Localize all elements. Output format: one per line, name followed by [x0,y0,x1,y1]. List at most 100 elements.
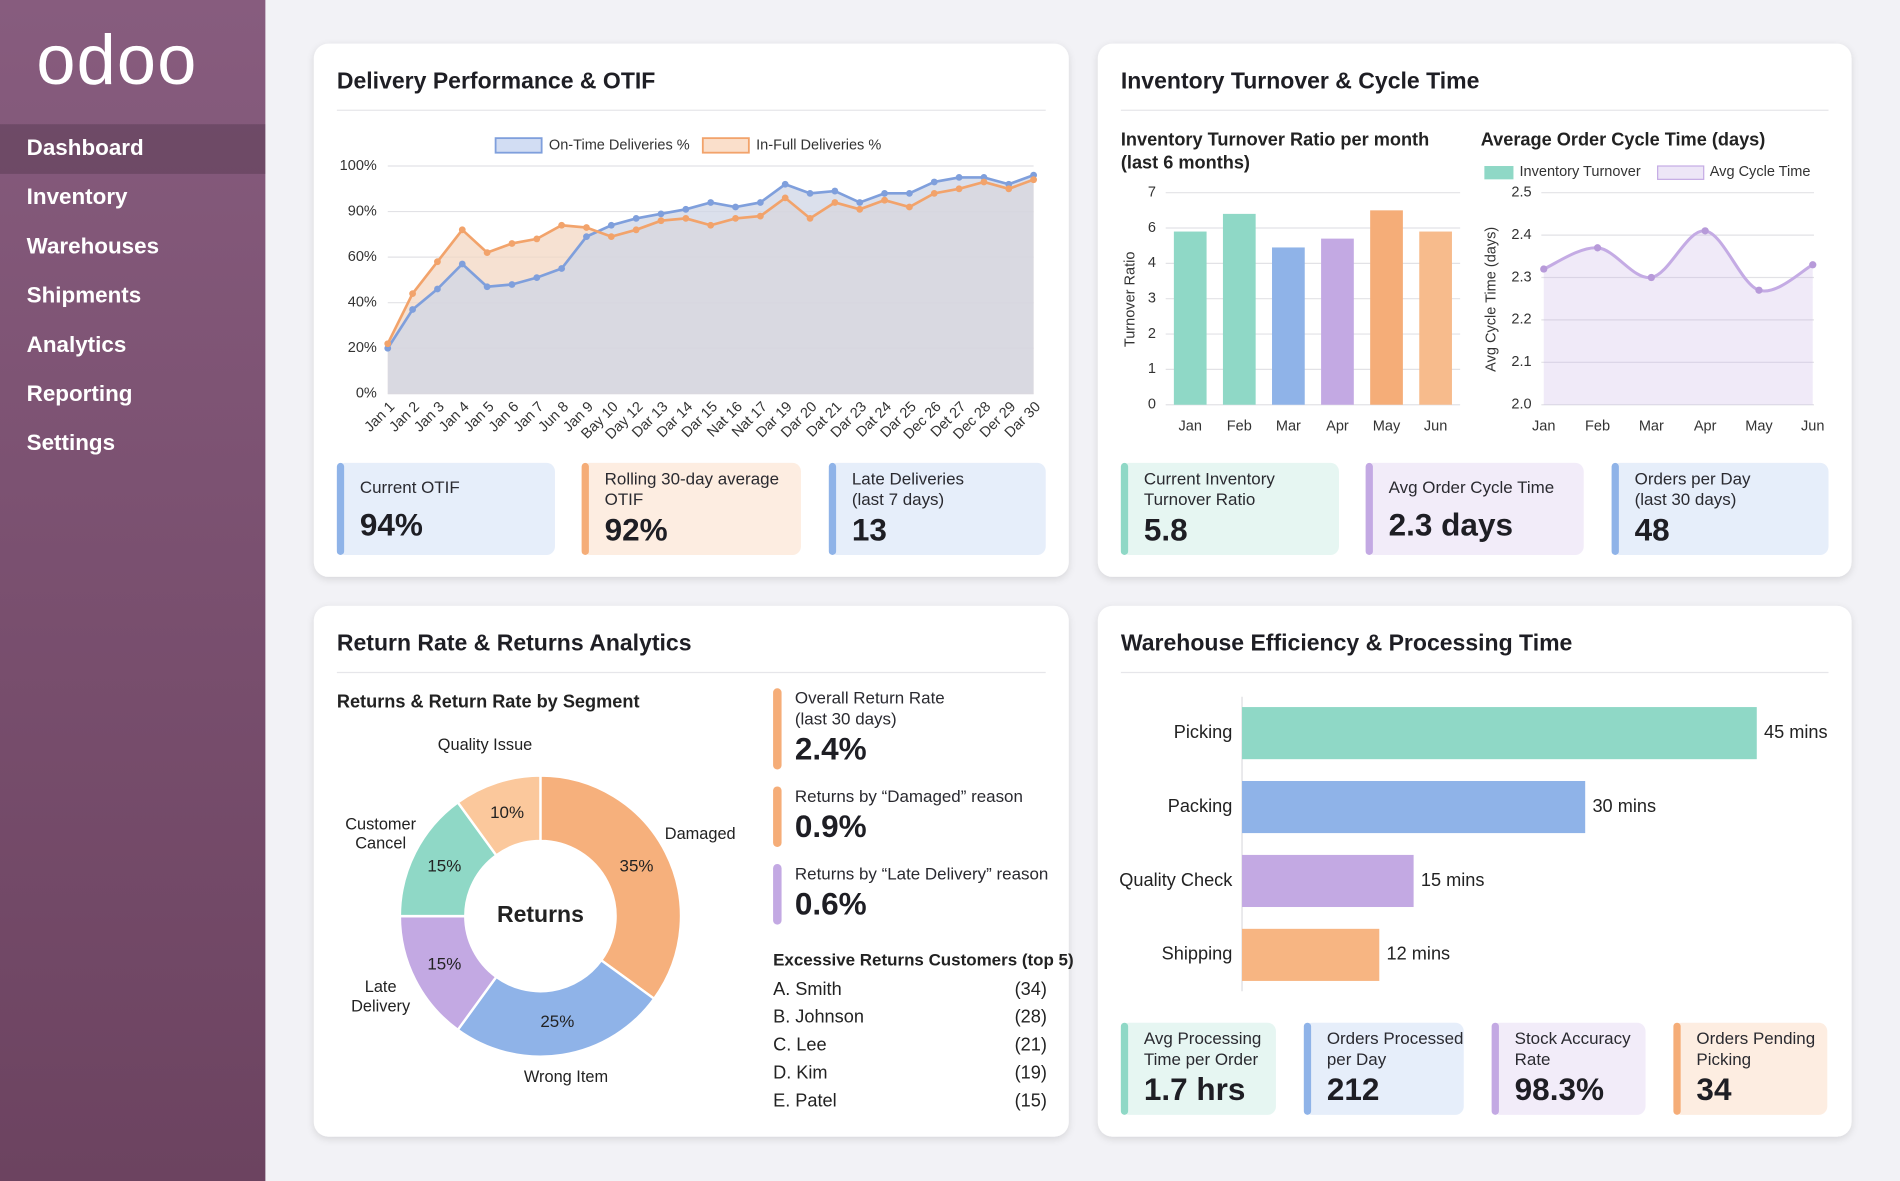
point [409,290,416,297]
y-axis-title: Avg Cycle Time (days) [1483,227,1499,372]
stat-value: 0.6% [795,886,867,922]
kpi-card [581,462,801,555]
slice-category: Customer [345,815,416,833]
kpi-accent [1120,1022,1129,1115]
kpi-value: 94% [360,506,423,542]
kpi-card [1120,1022,1276,1115]
point [1593,244,1602,252]
point [1647,273,1655,282]
kpi-card [336,462,555,555]
kpi-accent [1673,1022,1681,1115]
stat-label: Overall Return Rate [795,689,945,708]
kpi-value: 48 [1635,511,1670,547]
kpi-accent [1491,1022,1499,1115]
kpi-label: OTIF [605,490,644,509]
bar [1272,247,1305,405]
kpi-accent [828,462,837,555]
y-tick-label: 20% [348,340,377,356]
point [781,180,789,188]
y-tick-label: 1 [1148,361,1156,377]
point [508,240,516,247]
panel-title: Return Rate & Returns Analytics [337,630,692,656]
point [607,221,615,229]
kpi-label: Orders per Day [1635,469,1751,488]
slice-label: 25% [540,1012,574,1031]
point [558,265,566,272]
x-tick-label: Apr [1326,418,1349,434]
y-tick-label: 40% [348,295,377,311]
logo: odoo [36,20,197,99]
legend-label: Avg Cycle Time [1710,164,1811,180]
menu-item[interactable]: Dashboard [27,135,144,160]
kpi-card [1303,1022,1464,1115]
point [657,217,665,225]
point [1701,227,1709,235]
point [906,203,913,211]
x-tick-label: May [1373,418,1401,434]
point [955,185,963,193]
menu-item[interactable]: Warehouses [27,233,159,258]
point [682,215,690,222]
stat-value: 2.4% [795,731,867,767]
slice-label: 15% [427,955,461,974]
stat-accent [773,863,782,925]
kpi-card [1365,462,1584,555]
point [756,212,764,220]
point [458,260,466,268]
menu-item[interactable]: Analytics [27,332,127,357]
kpi-accent [1365,462,1373,555]
x-tick-label: May [1745,418,1773,434]
point [781,194,789,202]
bar [1242,707,1757,760]
sidebar [0,0,266,1181]
kpi-value: 1.7 hrs [1144,1071,1246,1107]
slice-category: Wrong Item [524,1068,608,1086]
kpi-accent [336,462,345,555]
y-tick-label: 2.4 [1511,227,1531,243]
point [508,281,516,288]
panel-title: Inventory Turnover & Cycle Time [1121,67,1480,93]
point [1809,261,1817,269]
value-label: 30 mins [1592,796,1656,816]
point [483,283,491,291]
point [409,306,416,313]
donut-slice [456,774,542,858]
x-tick-label: Jan [1532,418,1555,434]
menu-item[interactable]: Reporting [27,381,133,406]
stat-accent [773,786,782,848]
menu-item[interactable]: Inventory [27,184,128,209]
point [1005,185,1013,193]
chart-title: Average Order Cycle Time (days) [1481,129,1766,149]
point [657,210,665,218]
kpi-label: Rate [1515,1050,1551,1069]
kpi-value: 13 [852,511,887,547]
slice-label: 15% [427,857,461,876]
y-tick-label: 2.2 [1511,312,1531,328]
y-tick-label: 7 [1148,185,1156,201]
legend-label: Inventory Turnover [1520,164,1641,180]
slice-category: Late [365,978,397,996]
customer-name: D. Kim [773,1062,827,1082]
kpi-value: 212 [1327,1071,1380,1107]
bar [1173,231,1207,405]
y-tick-label: 6 [1148,220,1156,236]
x-tick-label: Feb [1585,418,1610,434]
point [434,258,441,266]
kpi-accent [1611,462,1619,555]
point [1540,265,1548,273]
value-label: 45 mins [1764,722,1828,742]
customer-count: (15) [1015,1090,1047,1110]
slice-category: Delivery [351,998,411,1016]
point [682,205,690,213]
series-area [1543,230,1813,405]
menu-item[interactable]: Shipments [27,283,142,308]
point [583,224,590,231]
value-label: 12 mins [1387,944,1451,964]
kpi-label: (last 30 days) [1635,490,1737,509]
menu-item[interactable]: Settings [27,430,115,455]
point [434,285,441,293]
kpi-value: 92% [605,511,668,547]
legend-swatch [1657,165,1705,180]
donut-slice [539,774,683,1001]
